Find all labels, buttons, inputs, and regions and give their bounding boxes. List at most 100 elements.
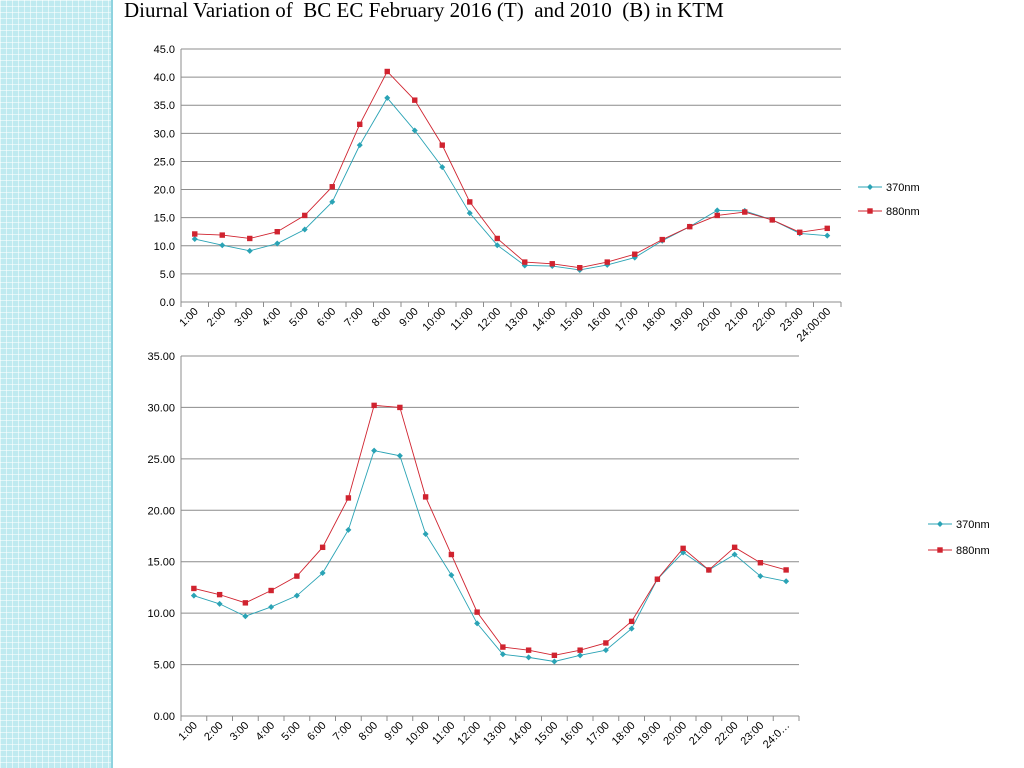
data-point-880nm [632, 251, 638, 257]
x-tick-label: 19:00 [668, 306, 696, 334]
x-tick-label: 17:00 [584, 720, 612, 748]
data-point-880nm [268, 587, 274, 594]
data-point-880nm [577, 265, 583, 271]
data-point-370nm [824, 232, 831, 239]
y-tick-label: 25.00 [147, 454, 175, 466]
data-point-370nm [757, 573, 764, 580]
data-point-370nm [293, 592, 300, 599]
data-point-370nm [216, 600, 223, 607]
data-point-370nm [268, 603, 275, 610]
x-tick-label: 12:00 [475, 306, 503, 334]
data-point-370nm [319, 570, 326, 577]
x-tick-label: 2:00 [202, 720, 226, 744]
data-point-370nm [494, 242, 501, 249]
x-tick-label: 22:00 [713, 720, 741, 748]
x-tick-label: 13:00 [481, 720, 509, 748]
x-tick-label: 11:00 [448, 306, 475, 333]
data-point-370nm [411, 127, 418, 134]
x-tick-label: 4:00 [260, 306, 284, 330]
y-tick-label: 5.00 [154, 660, 175, 672]
data-point-370nm [422, 530, 429, 537]
data-point-880nm [219, 232, 225, 238]
x-tick-label: 18:00 [640, 306, 668, 334]
x-tick-label: 16:00 [558, 720, 586, 748]
data-point-880nm [274, 229, 280, 235]
series-line-880nm [194, 70, 828, 269]
data-point-370nm [448, 572, 455, 579]
data-point-880nm [439, 142, 445, 148]
legend-marker [867, 208, 873, 214]
data-point-880nm [714, 212, 720, 219]
data-point-880nm [412, 97, 418, 103]
data-point-880nm [500, 644, 506, 650]
x-tick-label: 6:00 [315, 306, 339, 330]
data-point-880nm [797, 229, 803, 235]
y-tick-label: 25.0 [154, 156, 175, 168]
data-point-370nm [396, 452, 403, 459]
data-point-880nm [577, 647, 583, 653]
x-tick-label: 8:00 [370, 306, 394, 330]
x-tick-label: 5:00 [279, 720, 303, 744]
x-tick-label: 6:00 [305, 720, 329, 744]
data-point-370nm [602, 647, 609, 654]
y-tick-label: 20.0 [154, 185, 175, 197]
data-point-370nm [190, 592, 197, 599]
data-point-880nm [551, 652, 558, 659]
data-point-370nm [474, 620, 481, 627]
data-point-880nm [628, 618, 635, 625]
y-tick-label: 0.0 [160, 297, 175, 309]
data-point-370nm [356, 142, 363, 149]
data-point-370nm [242, 613, 249, 620]
data-point-370nm [345, 526, 352, 533]
x-tick-label: 1:00 [176, 720, 200, 744]
data-point-880nm [467, 199, 473, 205]
data-point-370nm [551, 658, 558, 665]
x-tick-label: 20:00 [661, 720, 689, 748]
data-point-880nm [824, 225, 830, 232]
legend-marker [937, 547, 943, 553]
data-point-370nm [246, 247, 253, 254]
x-tick-label: 15:00 [558, 306, 586, 334]
x-tick-label: 4:00 [254, 720, 278, 744]
data-point-370nm [371, 447, 378, 454]
x-tick-label: 8:00 [357, 720, 381, 744]
data-point-370nm [191, 236, 198, 243]
data-point-880nm [345, 495, 352, 501]
data-point-880nm [706, 567, 712, 573]
data-point-880nm [680, 545, 686, 552]
data-point-370nm [219, 242, 226, 249]
data-point-880nm [769, 217, 775, 223]
data-point-880nm [604, 259, 610, 265]
data-point-880nm [294, 573, 300, 579]
data-point-880nm [371, 402, 377, 409]
chart-2010-bottom: 0.00 5.00 10.00 15.00 20.00 25.00 30.00 35.00 1:… [147, 351, 989, 751]
decorative-side-strip [0, 0, 113, 768]
data-point-880nm [242, 600, 249, 606]
y-tick-label: 40.0 [154, 72, 175, 84]
x-tick-label: 16:00 [585, 306, 613, 334]
data-point-370nm [577, 652, 584, 659]
x-tick-label: 22:00 [750, 306, 778, 334]
data-point-880nm [422, 494, 429, 500]
data-point-880nm [742, 209, 748, 215]
y-tick-label: 35.00 [147, 351, 175, 363]
x-tick-label: 3:00 [228, 720, 252, 744]
data-point-880nm [448, 551, 455, 558]
legend-label: 370nm [956, 519, 990, 531]
y-tick-label: 0.00 [154, 711, 175, 723]
data-point-880nm [319, 544, 326, 551]
x-tick-label: 10:00 [404, 720, 432, 748]
data-point-370nm [731, 551, 738, 558]
data-point-880nm [494, 235, 500, 242]
data-point-370nm [274, 240, 281, 247]
data-point-880nm [549, 261, 555, 267]
x-tick-label: 15:00 [533, 720, 561, 748]
x-tick-label: 2:00 [205, 306, 229, 330]
data-point-880nm [731, 544, 738, 551]
chart-2016-top: 0.0 5.0 10.0 15.0 20.0 25.0 30.0 35.0 40.0 45.0 1:… [154, 44, 920, 344]
data-point-370nm [714, 207, 721, 214]
y-tick-label: 20.00 [147, 505, 175, 517]
data-point-880nm [357, 121, 363, 128]
data-point-880nm [525, 647, 532, 653]
